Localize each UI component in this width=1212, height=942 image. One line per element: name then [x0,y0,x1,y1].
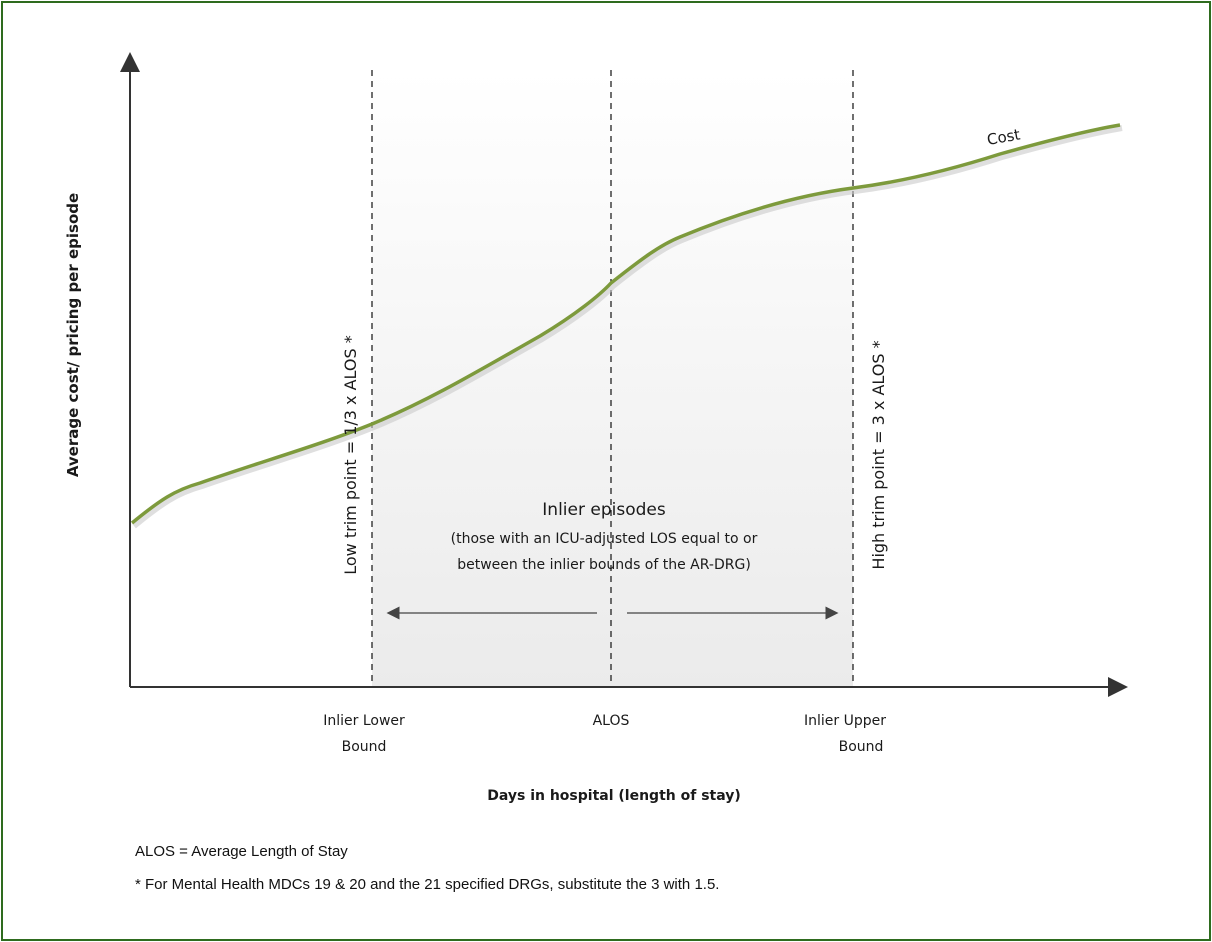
inlier-desc-line2: between the inlier bounds of the AR-DRG) [457,557,751,573]
alos-definition-note: ALOS = Average Length of Stay [135,843,348,860]
curve-label: Cost [986,125,1022,149]
tick-inlier-lower-line1: Inlier Lower [323,713,405,729]
inlier-title: Inlier episodes [542,500,666,520]
tick-alos: ALOS [593,713,630,729]
inlier-band [372,70,853,687]
y-axis-label: Average cost/ pricing per episode [64,193,82,477]
mental-health-note: * For Mental Health MDCs 19 & 20 and the… [135,876,720,893]
cost-curve-shadow [132,125,1123,529]
high-trim-label: High trim point = 3 x ALOS * [869,340,888,569]
cost-curve [130,123,1121,525]
tick-inlier-upper-line2: Bound [839,739,884,755]
inlier-desc-line1: (those with an ICU-adjusted LOS equal to… [451,531,758,547]
tick-inlier-upper-line1: Inlier Upper [804,713,886,729]
tick-inlier-lower-line2: Bound [342,739,387,755]
x-axis-label: Days in hospital (length of stay) [487,788,741,804]
low-trim-label: Low trim point = 1/3 x ALOS * [341,335,360,574]
